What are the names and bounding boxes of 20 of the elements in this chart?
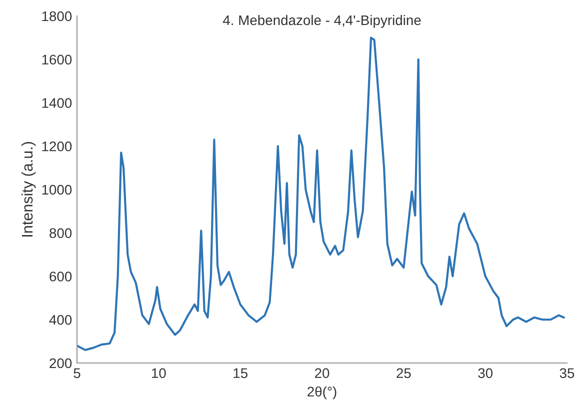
y-tick-label: 400 <box>49 314 72 325</box>
line-series <box>77 36 565 352</box>
y-tick-label: 200 <box>50 358 72 368</box>
y-tick-label: 800 <box>50 228 72 238</box>
x-tick-label: 35 <box>560 368 574 378</box>
y-tick-label: 1200 <box>42 141 72 152</box>
x-tick-label: 10 <box>152 368 166 378</box>
y-tick-label: 1800 <box>42 11 72 22</box>
x-tick-label: 25 <box>396 368 411 378</box>
x-axis-title: 2θ(°) <box>308 386 336 400</box>
y-tick-label: 1000 <box>42 184 72 195</box>
x-tick-label: 30 <box>478 368 493 378</box>
x-tick-label: 15 <box>234 368 248 378</box>
x-tick-label: 20 <box>314 368 330 378</box>
x-tick-label: 5 <box>74 368 80 378</box>
y-axis-title: Intensity (a.u.) <box>21 142 36 236</box>
y-tick-label: 600 <box>50 272 72 282</box>
y-tick-label: 1600 <box>42 54 72 65</box>
chart-title: 4. Mebendazole - 4,4'-Bipyridine <box>222 14 421 28</box>
y-tick-label: 1400 <box>42 98 72 108</box>
